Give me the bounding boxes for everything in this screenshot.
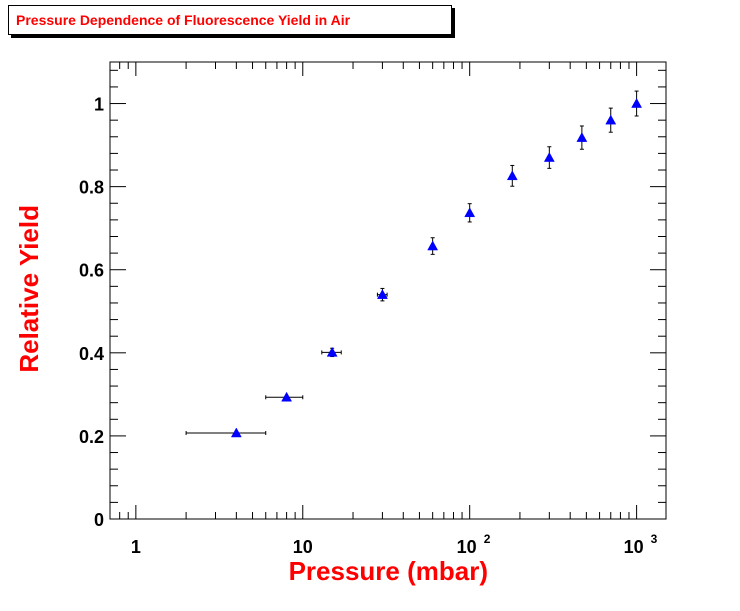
x-tick-label-exponent: 3 (651, 532, 658, 546)
y-tick-label: 0.8 (79, 178, 104, 198)
plot-frame (109, 61, 667, 520)
chart-title-box: Pressure Dependence of Fluorescence Yiel… (8, 5, 452, 35)
x-tick-label-exponent: 2 (484, 532, 491, 546)
y-tick-labels: 0 0.2 0.4 0.6 0.8 1 (79, 95, 104, 530)
x-tick-label: 10 (624, 537, 644, 557)
data-point-marker (631, 98, 643, 108)
x-tick-labels: 1 10 10 2 10 3 (131, 532, 658, 557)
data-point-marker (464, 207, 476, 218)
y-tick-label: 1 (94, 95, 104, 115)
data-point-marker (506, 170, 518, 181)
data-point-marker (543, 152, 555, 162)
chart-title: Pressure Dependence of Fluorescence Yiel… (16, 12, 351, 28)
data-point-marker (605, 114, 617, 125)
data-point-marker (376, 289, 388, 299)
data-point-marker (230, 427, 242, 438)
y-axis-title: Relative Yield (14, 205, 44, 373)
x-axis-ticks (109, 62, 638, 519)
data-point-marker (576, 132, 588, 142)
data-markers (230, 98, 643, 438)
y-tick-label: 0.2 (79, 427, 104, 447)
x-tick-label: 10 (293, 537, 313, 557)
data-point-marker (326, 346, 338, 357)
x-tick-label: 10 (457, 537, 477, 557)
error-bars (185, 90, 639, 436)
x-axis-title: Pressure (mbar) (289, 556, 488, 586)
y-tick-label: 0 (94, 510, 104, 530)
y-tick-label: 0.4 (79, 344, 104, 364)
y-tick-label: 0.6 (79, 261, 104, 281)
y-axis-ticks (110, 69, 666, 520)
data-point-marker (281, 391, 293, 402)
x-tick-label: 1 (131, 537, 141, 557)
data-point-marker (427, 240, 439, 251)
